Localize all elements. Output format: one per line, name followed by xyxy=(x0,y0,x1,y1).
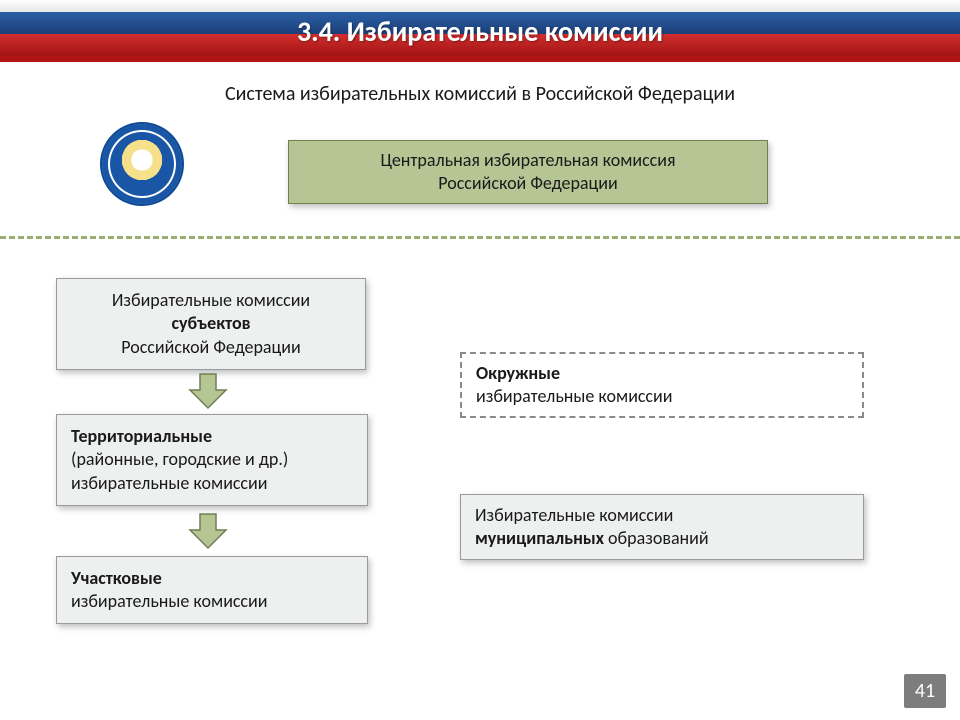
box-precinct-bold: Участковые xyxy=(71,567,162,589)
box-territorial-line2: (районные, городские и др.) xyxy=(71,448,353,471)
slide-title: 3.4. Избирательные комиссии xyxy=(0,14,960,49)
box-district-line2: избирательные комиссии xyxy=(476,385,848,408)
box-subjects-line1: Избирательные комиссии xyxy=(71,289,351,312)
box-precinct-commission: Участковые избирательные комиссии xyxy=(56,556,368,624)
box-municipal-commission: Избирательные комиссии муниципальных обр… xyxy=(460,494,864,560)
arrow-down-icon xyxy=(186,372,230,410)
box-central-line2: Российской Федерации xyxy=(303,172,753,195)
header-band: 3.4. Избирательные комиссии xyxy=(0,0,960,62)
box-central-commission: Центральная избирательная комиссия Росси… xyxy=(288,140,768,204)
box-territorial-commission: Территориальные (районные, городские и д… xyxy=(56,414,368,506)
arrow-down-icon xyxy=(186,512,230,550)
box-municipal-line1: Избирательные комиссии xyxy=(475,504,849,527)
box-subjects-bold: субъектов xyxy=(171,312,250,334)
box-central-line1: Центральная избирательная комиссия xyxy=(303,149,753,172)
box-municipal-bold: муниципальных xyxy=(475,527,604,549)
box-territorial-bold: Территориальные xyxy=(71,425,212,447)
box-subjects-commission: Избирательные комиссии субъектов Российс… xyxy=(56,278,366,370)
box-district-bold: Окружные xyxy=(476,362,560,384)
slide-subtitle: Система избирательных комиссий в Российс… xyxy=(0,82,960,106)
box-municipal-tail: образований xyxy=(604,527,709,549)
page-number: 41 xyxy=(904,674,946,708)
dashed-divider xyxy=(0,236,960,239)
box-district-commission: Окружные избирательные комиссии xyxy=(460,352,864,418)
box-subjects-line3: Российской Федерации xyxy=(71,336,351,359)
flag-stripe-white xyxy=(0,0,960,12)
red-underbar xyxy=(0,56,960,62)
box-precinct-line2: избирательные комиссии xyxy=(71,590,353,613)
box-territorial-line3: избирательные комиссии xyxy=(71,472,353,495)
cec-seal-icon xyxy=(100,122,184,206)
